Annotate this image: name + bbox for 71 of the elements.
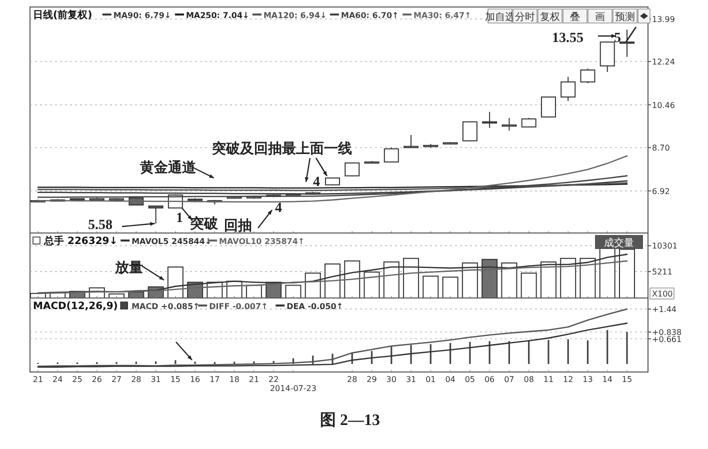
- y-tick-label: 10.46: [652, 100, 675, 110]
- annotation: 4: [275, 201, 282, 216]
- annotation: 叠: [570, 12, 580, 23]
- y-tick-label: +1.44: [652, 305, 677, 314]
- legend-label: MAVOL5 245844↓: [132, 237, 212, 246]
- chart-title: MACD(12,26,9): [33, 301, 118, 312]
- annotation: 预测: [615, 11, 635, 23]
- annotation: 5.58: [88, 218, 112, 233]
- legend-label: DIFF -0.007↑: [209, 302, 268, 311]
- annotation: 分时: [515, 11, 535, 23]
- x-tick-label: 04: [445, 375, 456, 384]
- x-tick-label: 14: [602, 375, 612, 384]
- x-tick-label: 11: [543, 375, 554, 384]
- x-tick-label: 21: [32, 375, 44, 384]
- x-tick-label: 16: [190, 375, 200, 384]
- y-tick-label: 12.24: [652, 57, 675, 66]
- legend-label: 总手 226329↓: [43, 235, 118, 247]
- y-tick-label: 10301: [652, 242, 678, 251]
- x-tick-label: 13: [582, 375, 593, 384]
- text: X100: [652, 290, 673, 298]
- legend-label: MA60: 6.70↑: [341, 11, 399, 20]
- annotation: 13.55: [552, 31, 584, 46]
- annotation: 5: [614, 31, 621, 46]
- annotation: 放量: [114, 260, 143, 276]
- x-tick-label: 29: [366, 375, 377, 384]
- x-tick-label: 21: [248, 375, 260, 384]
- x-tick-label: 28: [131, 375, 142, 384]
- x-tick-label: 01: [426, 375, 436, 384]
- x-tick-label: 06: [484, 375, 495, 384]
- annotation: 突破: [189, 215, 219, 232]
- annotation: 复权: [540, 11, 560, 23]
- x-tick-label: 05: [464, 375, 476, 384]
- x-tick-label: 17: [210, 375, 220, 384]
- annotation: 回抽: [224, 218, 252, 234]
- x-tick-label: 31: [150, 375, 161, 384]
- y-tick-label: +0.838: [652, 328, 682, 338]
- chart-title: 日线(前复权): [33, 9, 92, 21]
- caption: 图 2—13: [320, 412, 380, 429]
- legend-label: MA90: 6.79↓: [113, 11, 172, 20]
- legend-label: DEA -0.050↑: [286, 302, 344, 311]
- x-tick-label: 25: [72, 375, 82, 384]
- x-tick-label: 30: [386, 375, 396, 384]
- y-tick-label: 6.92: [652, 186, 670, 196]
- x-tick-label: 08: [524, 375, 534, 384]
- y-tick-label: 8.70: [652, 144, 670, 153]
- x-tick-label: 28: [347, 375, 358, 384]
- x-tick-label: 12: [563, 375, 574, 384]
- annotation: 突破及回抽最上面一线: [211, 140, 352, 157]
- x-tick-label: 22: [268, 375, 279, 384]
- y-tick-label: 5211: [652, 268, 672, 277]
- legend-label: MA30: 6.47↑: [414, 11, 472, 20]
- annotation: 1: [176, 211, 183, 226]
- legend-label: MAVOL10 235874↑: [219, 237, 305, 246]
- annotation: 画: [595, 12, 605, 23]
- x-tick-label: 24: [52, 375, 63, 384]
- x-tick-label: 31: [406, 375, 416, 384]
- legend-label: MACD +0.085↑: [132, 302, 200, 311]
- x-tick-label: 18: [229, 375, 240, 384]
- x-tick-label: 26: [92, 375, 102, 384]
- annotation: 黄金通道: [139, 159, 197, 176]
- x-tick-label: 15: [170, 375, 181, 384]
- annotation: 4: [313, 175, 320, 190]
- x-tick-label: 2014-07-23: [270, 384, 316, 393]
- y-tick-label: 13.99: [652, 14, 675, 24]
- legend-label: MA120: 6.94↓: [263, 11, 327, 20]
- legend-label: MA250: 7.04↓: [186, 11, 250, 20]
- x-tick-label: 27: [111, 375, 122, 384]
- annotation: 成交量: [604, 237, 634, 249]
- y-tick-label: +0.661: [652, 334, 682, 344]
- x-tick-label: 07: [504, 375, 514, 384]
- x-tick-label: 15: [622, 375, 632, 384]
